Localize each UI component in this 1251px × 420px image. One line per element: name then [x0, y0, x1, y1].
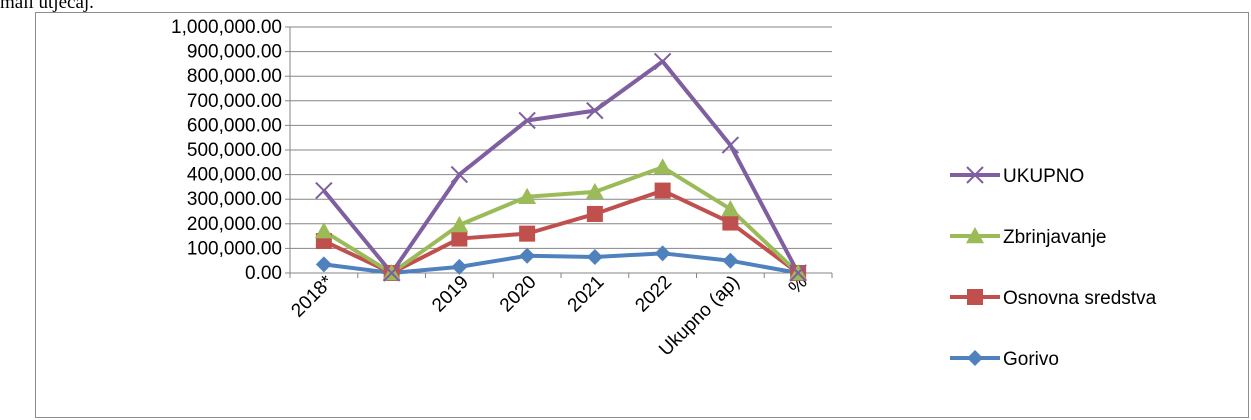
y-tick-label: 500,000.00 [187, 140, 282, 161]
document-text-fragment: mali utjecaj. [0, 0, 94, 13]
data-point-ukupno [450, 165, 469, 184]
data-point-gorivo [654, 245, 671, 262]
data-point-ukupno [315, 181, 333, 200]
data-point-gorivo [451, 258, 468, 275]
data-point-ukupno [518, 111, 536, 130]
y-tick-label: 300,000.00 [187, 189, 282, 210]
series-line-gorivo [323, 251, 799, 275]
chart-frame [35, 12, 1249, 418]
data-point-ukupno [382, 264, 401, 282]
y-tick-label: 1,000,000.00 [171, 17, 282, 38]
y-tick-label: 700,000.00 [187, 91, 282, 112]
legend-marker-zbrinjavanje [966, 227, 984, 244]
data-point-zbrinjavanje [314, 222, 333, 239]
data-point-zbrinjavanje [653, 158, 672, 175]
x-tick-label: 2019 [428, 272, 473, 317]
marker-stroke [789, 264, 807, 282]
legend-label-osnovna-sredstva: Osnovna sredstva [1003, 288, 1157, 309]
y-tick-label: 800,000.00 [187, 66, 282, 87]
legend-marker-ukupno [966, 166, 984, 184]
marker-stroke [315, 181, 333, 200]
data-point-gorivo [722, 252, 739, 269]
data-point-osnovna-sredstva [519, 225, 536, 242]
y-tick-label: 600,000.00 [187, 115, 282, 136]
data-point-gorivo [519, 247, 536, 264]
data-point-ukupno [586, 101, 604, 120]
data-point-gorivo [315, 256, 332, 273]
y-tick-label: 200,000.00 [187, 214, 282, 235]
y-tick-label: 900,000.00 [187, 42, 282, 63]
marker-stroke [450, 165, 469, 184]
data-point-osnovna-sredstva [722, 214, 739, 231]
x-tick-label: 2018* [287, 271, 337, 321]
data-point-gorivo [586, 249, 603, 266]
data-point-osnovna-sredstva [451, 230, 468, 247]
data-point-ukupno [789, 264, 807, 282]
data-point-zbrinjavanje [721, 200, 740, 217]
legend-marker-osnovna-sredstva [967, 289, 983, 305]
legend-label-ukupno: UKUPNO [1003, 166, 1084, 187]
marker-stroke [653, 52, 672, 71]
marker-stroke [966, 166, 984, 184]
y-tick-label: 100,000.00 [187, 238, 282, 259]
legend-label-zbrinjavanje: Zbrinjavanje [1003, 227, 1107, 248]
data-point-osnovna-sredstva [586, 205, 603, 222]
data-point-ukupno [653, 52, 672, 71]
legend-marker-gorivo [967, 350, 983, 366]
marker-stroke [518, 111, 536, 130]
marker-stroke [586, 101, 604, 120]
x-tick-label: 2022 [631, 272, 676, 317]
data-point-ukupno [721, 136, 740, 154]
y-tick-label: 400,000.00 [187, 165, 282, 186]
x-tick-label: 2020 [496, 272, 541, 317]
data-point-zbrinjavanje [518, 187, 537, 204]
marker-stroke [721, 136, 740, 154]
data-point-zbrinjavanje [450, 216, 469, 233]
marker-stroke [382, 264, 401, 282]
data-point-osnovna-sredstva [654, 182, 671, 199]
data-point-zbrinjavanje [585, 182, 604, 200]
y-tick-label: 0.00 [245, 263, 282, 284]
series-line-ukupno [322, 59, 800, 275]
legend-label-gorivo: Gorivo [1003, 349, 1059, 370]
series-line-zbrinjavanje [322, 165, 800, 275]
x-tick-label: 2021 [564, 272, 609, 317]
